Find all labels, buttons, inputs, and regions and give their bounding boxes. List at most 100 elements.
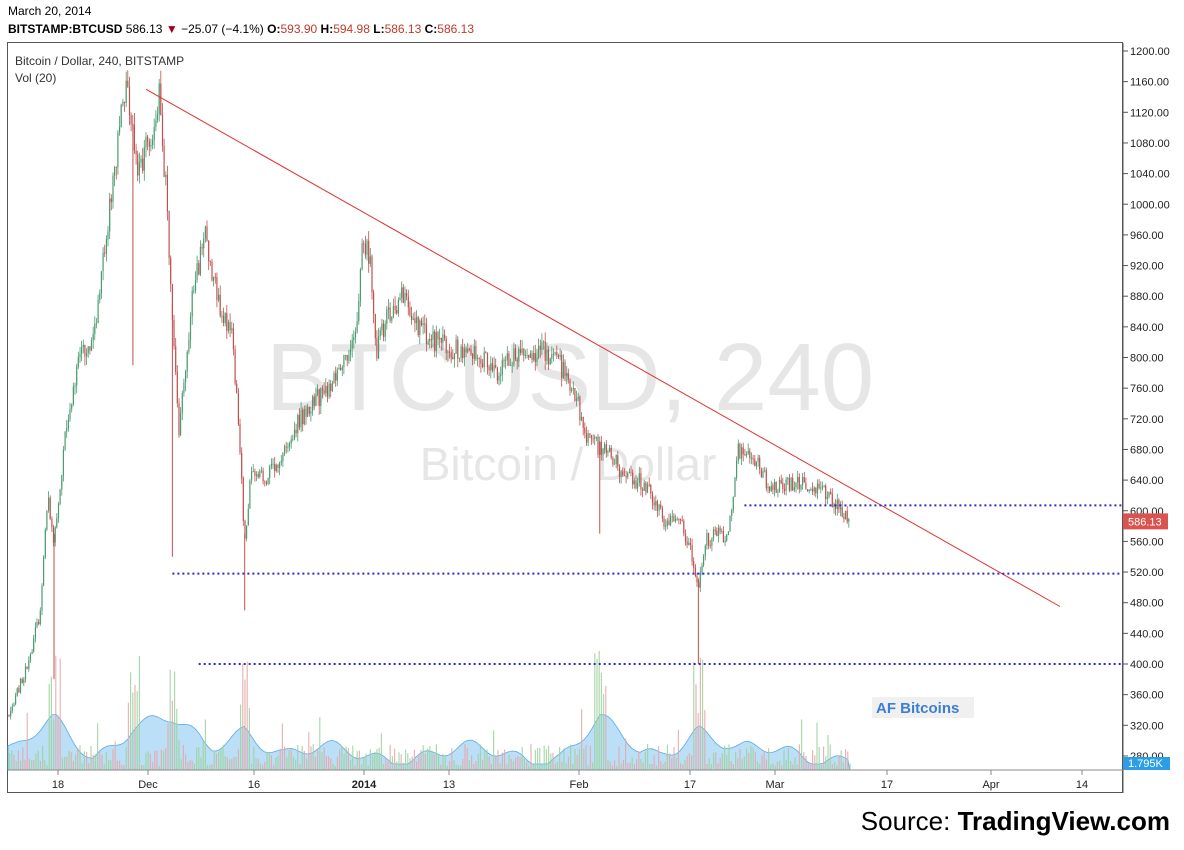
volume-bar bbox=[486, 749, 488, 770]
candle-body bbox=[61, 475, 63, 490]
candle-body bbox=[643, 482, 645, 491]
candle-body bbox=[453, 353, 456, 360]
low-value: 586.13 bbox=[384, 22, 422, 36]
volume-bar bbox=[805, 755, 807, 770]
candle-body bbox=[467, 348, 469, 353]
candle-body bbox=[209, 261, 211, 262]
candle-body bbox=[628, 471, 630, 473]
candle-body bbox=[452, 357, 454, 360]
candle-body bbox=[729, 515, 731, 532]
volume-bar bbox=[539, 747, 541, 770]
volume-bar bbox=[264, 761, 266, 770]
candle-body bbox=[110, 198, 112, 203]
candle-body bbox=[544, 341, 546, 361]
volume-bar bbox=[77, 747, 79, 770]
candle-body bbox=[371, 256, 373, 293]
candle-body bbox=[846, 510, 848, 522]
watermark-name: Bitcoin / Dollar bbox=[420, 438, 717, 490]
x-tick-label: Mar bbox=[766, 779, 785, 791]
volume-bar bbox=[581, 709, 583, 770]
candle-body bbox=[604, 444, 606, 450]
volume-bar bbox=[132, 692, 134, 770]
volume-bar bbox=[499, 763, 501, 770]
candle-body bbox=[724, 540, 726, 543]
candle-body bbox=[234, 349, 236, 384]
volume-bar bbox=[814, 755, 816, 770]
candle-body bbox=[803, 477, 805, 483]
candle-body bbox=[686, 541, 688, 545]
candle-body bbox=[338, 368, 340, 370]
candle-body bbox=[835, 504, 837, 509]
candle-body bbox=[28, 660, 30, 669]
candle-body bbox=[346, 355, 348, 361]
volume-bar bbox=[607, 759, 609, 770]
candle-body bbox=[41, 585, 43, 611]
candle-body bbox=[833, 504, 835, 508]
volume-bar bbox=[15, 761, 17, 770]
candle-body bbox=[694, 567, 696, 577]
candle-body bbox=[246, 525, 248, 539]
candle-body bbox=[247, 508, 249, 526]
candle-body bbox=[609, 447, 611, 452]
candle-body bbox=[147, 136, 149, 142]
candle-body bbox=[340, 368, 342, 370]
candle-body bbox=[757, 457, 759, 462]
volume-bar bbox=[257, 758, 259, 770]
candle-body bbox=[805, 482, 807, 490]
volume-bar bbox=[433, 754, 435, 770]
volume-bar bbox=[768, 748, 770, 770]
volume-bar bbox=[308, 732, 310, 770]
candle-body bbox=[848, 518, 850, 522]
candle-body bbox=[633, 480, 635, 485]
candle-body bbox=[412, 318, 414, 320]
candle-body bbox=[249, 480, 251, 509]
volume-bar bbox=[400, 754, 402, 770]
volume-bar bbox=[141, 764, 143, 770]
volume-bar bbox=[596, 658, 598, 770]
volume-bar bbox=[497, 750, 499, 770]
y-tick-label: 1160.00 bbox=[1130, 77, 1169, 89]
volume-bar bbox=[732, 764, 734, 770]
candle-body bbox=[343, 355, 345, 368]
trendline bbox=[145, 88, 1061, 607]
volume-bar bbox=[398, 752, 400, 770]
candle-body bbox=[373, 292, 375, 314]
volume-bar bbox=[306, 758, 308, 770]
open-label: O: bbox=[267, 22, 281, 36]
candle-body bbox=[678, 518, 680, 520]
candle-body bbox=[406, 293, 408, 297]
candle-body bbox=[828, 491, 830, 497]
volume-bar bbox=[39, 760, 41, 770]
candle-body bbox=[218, 294, 220, 301]
volume-bar bbox=[103, 763, 105, 770]
candle-body bbox=[369, 256, 371, 264]
volume-bar bbox=[90, 746, 92, 770]
candle-body bbox=[67, 419, 69, 428]
candle-body bbox=[242, 478, 244, 521]
y-tick-label: 760.00 bbox=[1130, 383, 1164, 395]
volume-bar bbox=[204, 719, 206, 770]
volume-bar bbox=[710, 764, 712, 770]
candle-body bbox=[178, 403, 180, 436]
candle-body bbox=[79, 354, 81, 358]
candle-body bbox=[485, 352, 487, 354]
volume-bar bbox=[550, 753, 552, 770]
candle-body bbox=[95, 322, 98, 324]
volume-bar bbox=[429, 746, 431, 770]
af-bitcoins-label: AF Bitcoins bbox=[876, 700, 959, 717]
volume-bar bbox=[644, 751, 646, 770]
volume-bar bbox=[323, 747, 325, 770]
volume-bar bbox=[160, 749, 162, 770]
candle-body bbox=[69, 408, 71, 420]
candle-body bbox=[668, 520, 670, 525]
candle-body bbox=[82, 344, 84, 347]
candle-body bbox=[840, 507, 842, 510]
volume-bar bbox=[207, 764, 209, 770]
volume-badge-label: 1.795K bbox=[1128, 758, 1164, 770]
candle-body bbox=[473, 345, 475, 359]
last-price: 586.13 bbox=[125, 22, 163, 36]
chart-panel[interactable] bbox=[7, 42, 1123, 793]
volume-bar bbox=[427, 748, 429, 770]
y-tick-label: 920.00 bbox=[1130, 261, 1164, 273]
